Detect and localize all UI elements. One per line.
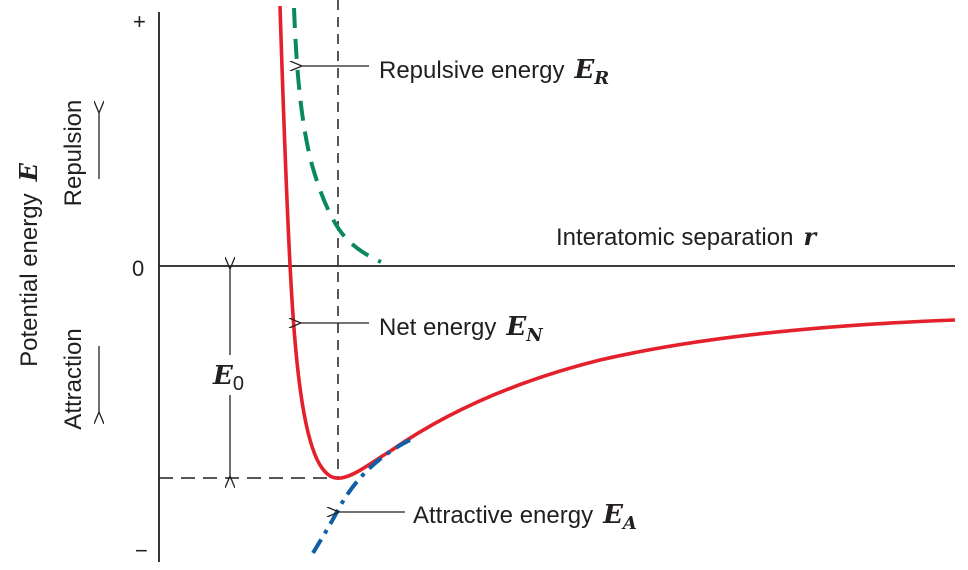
attractive-energy-curve [311,438,411,555]
y-axis-title: Potential energy E [14,162,43,366]
y-tick-plus: + [133,9,146,34]
repulsive-energy-curve [292,7,382,264]
y-tick-zero: 0 [132,256,144,281]
attraction-label: Attraction [60,328,87,429]
svg-text:Potential energy E: Potential energy E [14,162,43,366]
y-tick-minus: − [135,538,148,563]
repulsive-energy-label: Repulsive energy ER [379,55,609,89]
svg-text:Attraction: Attraction [60,328,87,429]
attractive-energy-label: Attractive energy EA [413,500,637,534]
repulsion-label: Repulsion [60,100,87,207]
net-energy-curve [278,5,956,480]
net-energy-label: Net energy EN [379,312,544,346]
x-axis-title: Interatomic separation r [556,222,818,251]
e0-label: E0 [212,361,244,395]
svg-text:Repulsion: Repulsion [60,100,87,207]
